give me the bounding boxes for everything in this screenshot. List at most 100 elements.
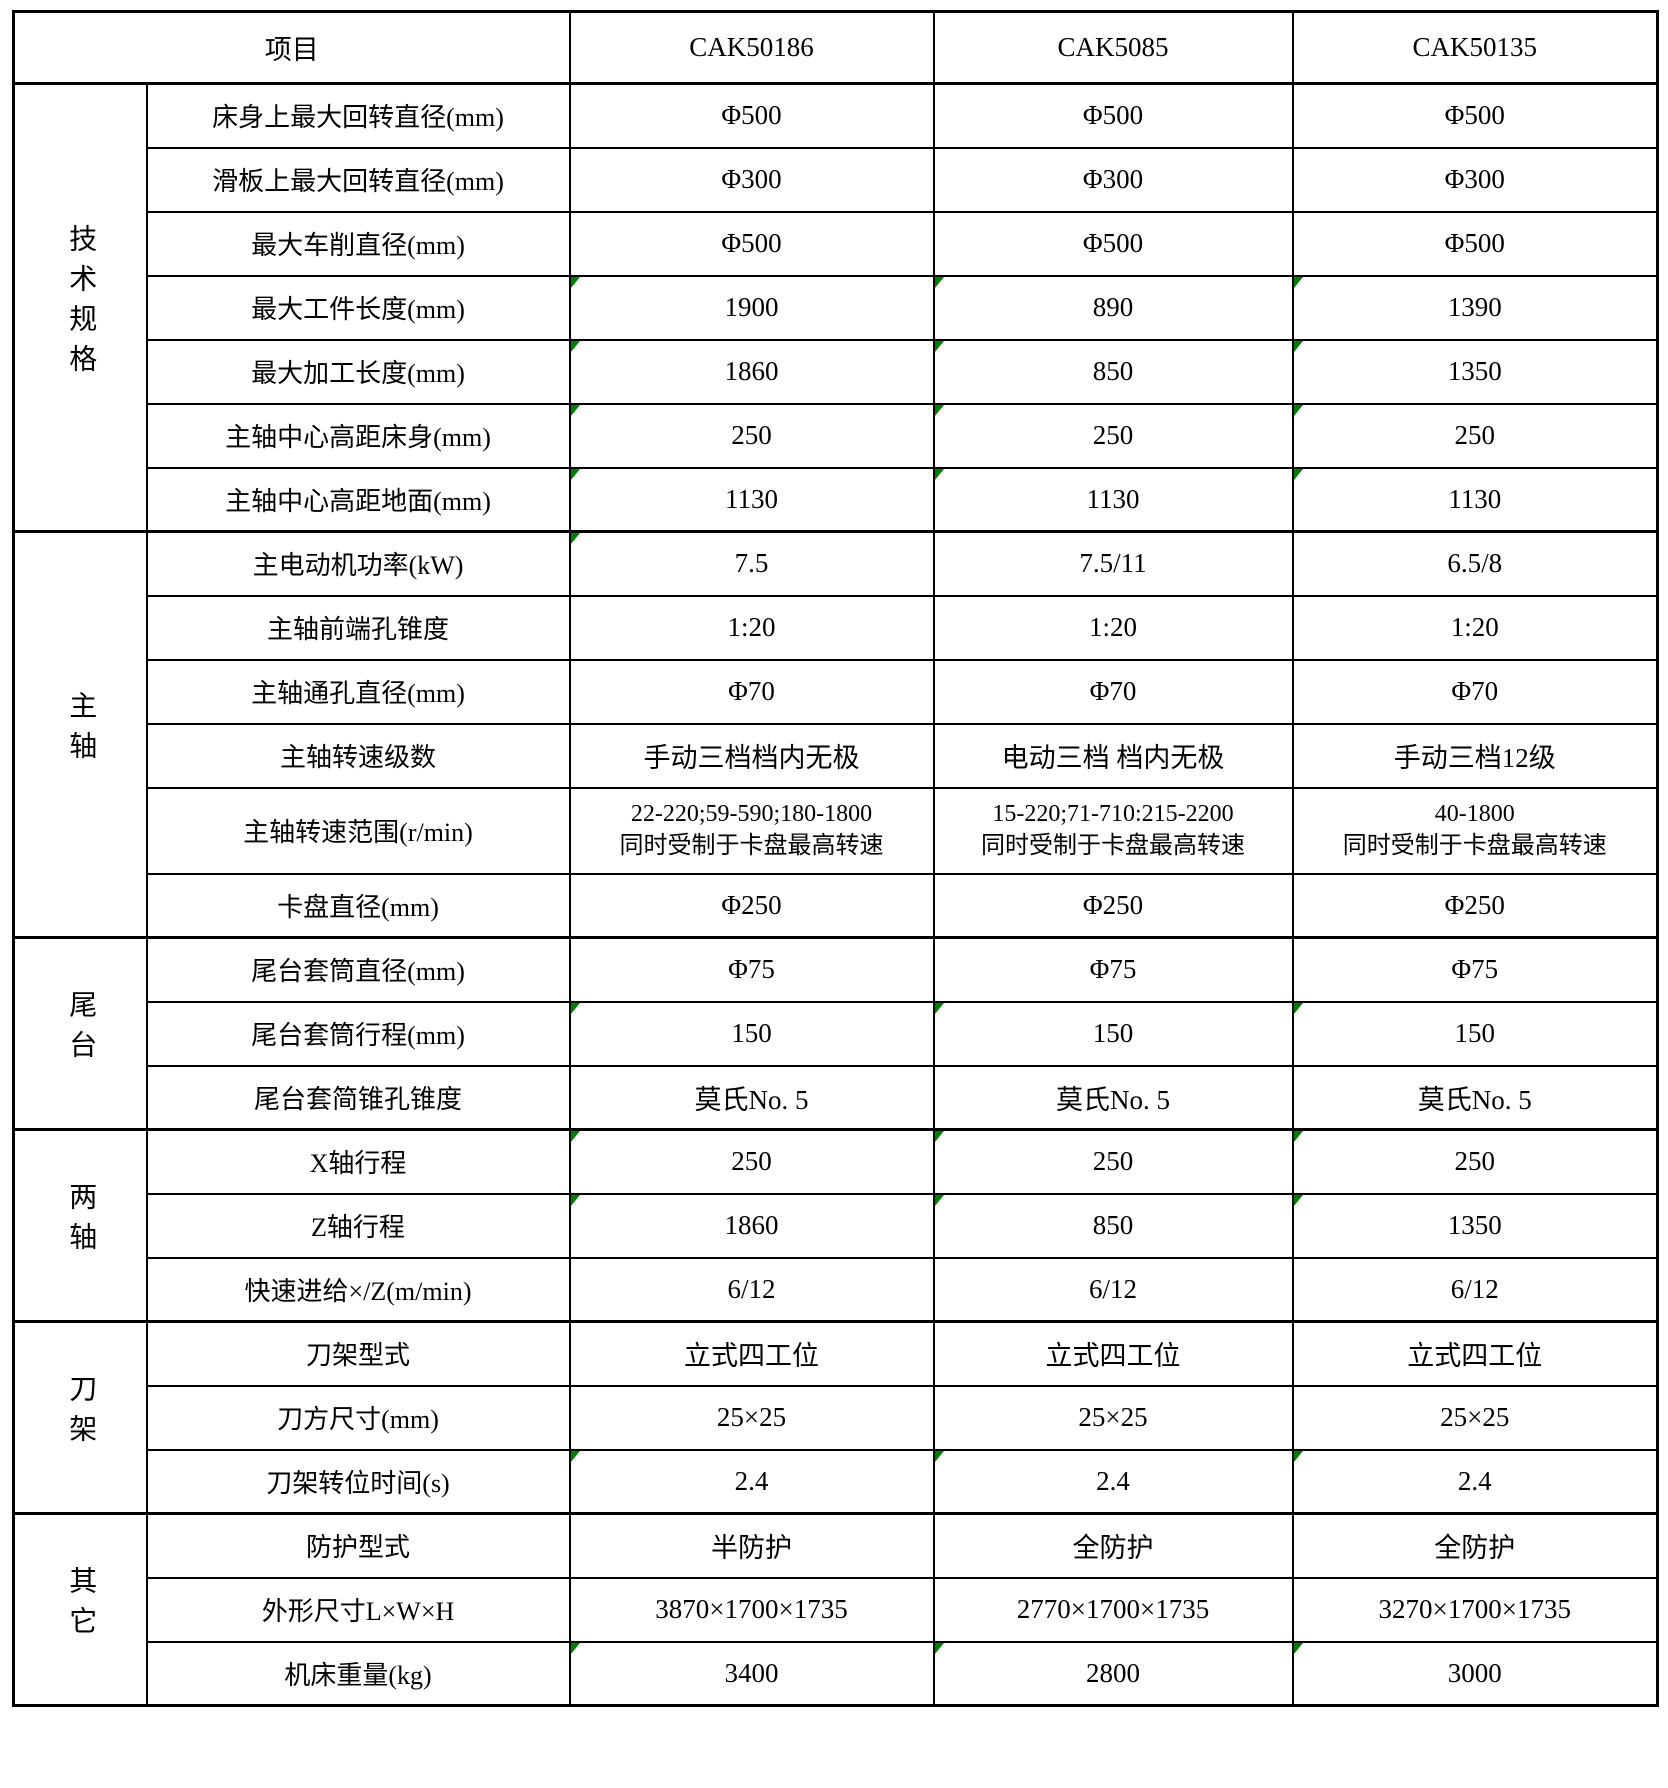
value-cell: 1130 (932, 466, 1294, 533)
cell-value: 250 (1092, 420, 1134, 450)
group-label: 其它 (65, 1565, 97, 1646)
cell-value: 3270×1700×1735 (1378, 1594, 1571, 1624)
cell-value: 2.4 (734, 1465, 769, 1496)
cell-value: 2.4 (1096, 1465, 1130, 1496)
comment-marker-icon (571, 1643, 580, 1654)
table-row: 刀方尺寸(mm) 25×25 25×25 25×25 (14, 1384, 1659, 1451)
cell-value: 立式四工位 (1407, 1341, 1543, 1372)
cell-value: 1390 (1447, 292, 1502, 322)
table-row: 主轴转速范围(r/min) 22-220;59-590;180-1800 同时受… (14, 786, 1659, 875)
comment-marker-icon (935, 1643, 944, 1654)
cell-value: 1:20 (1088, 612, 1137, 642)
comment-marker-icon (571, 1451, 580, 1462)
table-row: 最大车削直径(mm) Φ500 Φ500 Φ500 (14, 210, 1659, 277)
comment-marker-icon (571, 405, 580, 416)
row-label-cell: 最大加工长度(mm) (145, 338, 571, 405)
table-row: 技术规格 床身上最大回转直径(mm) Φ500 Φ500 Φ500 (12, 82, 1659, 533)
cell-value: Φ75 (1451, 954, 1499, 985)
value-cell: 3270×1700×1735 (1291, 1576, 1659, 1643)
cell-value: 1350 (1447, 1210, 1502, 1240)
cell-value: 电动三档 档内无极 (1001, 743, 1225, 773)
cell-value: 手动三档档内无极 (643, 743, 860, 773)
value-cell: 手动三档档内无极 (568, 722, 935, 789)
cell-value: Φ500 (1082, 228, 1144, 258)
row-label-cell: 滑板上最大回转直径(mm) (145, 146, 571, 213)
value-cell: 7.5 (568, 530, 935, 597)
cell-value: 2.4 (1457, 1465, 1492, 1496)
value-cell: 6/12 (1291, 1256, 1659, 1323)
cell-value: 150 (1454, 1018, 1496, 1048)
comment-marker-icon (1294, 1643, 1303, 1654)
table-row: 主轴 主电动机功率(kW) 7.5 7.5/11 6.5/8 (12, 530, 1659, 939)
cell-value: 1350 (1447, 356, 1502, 386)
value-cell: 1860 (568, 338, 935, 405)
header-item-cell: 项目 (12, 10, 571, 85)
group-label-cell: 两轴 (12, 1128, 148, 1323)
value-cell: 2770×1700×1735 (932, 1576, 1294, 1643)
table-row: 主轴中心高距地面(mm) 1130 1130 1130 (14, 466, 1659, 533)
table-row: 其它 防护型式 半防护 全防护 全防护 (12, 1512, 1659, 1707)
cell-value: 1:20 (1450, 612, 1499, 642)
row-label: 最大车削直径(mm) (251, 231, 465, 260)
row-label-cell: 最大工件长度(mm) (145, 274, 571, 341)
value-cell: Φ250 (932, 872, 1294, 939)
value-cell: 1130 (568, 466, 935, 533)
row-label-cell: 机床重量(kg) (145, 1640, 571, 1707)
row-label-cell: X轴行程 (145, 1128, 571, 1195)
group-label: 技术规格 (65, 223, 97, 384)
table-row: 主轴前端孔锥度 1:20 1:20 1:20 (14, 594, 1659, 661)
comment-marker-icon (1294, 1195, 1303, 1206)
row-label-cell: 主电动机功率(kW) (145, 530, 571, 597)
cell-value: 250 (731, 420, 772, 450)
cell-value: 22-220;59-590;180-1800 同时受制于卡盘最高转速 (619, 800, 884, 859)
value-cell: 6/12 (568, 1256, 935, 1323)
group-label: 主轴 (65, 690, 97, 771)
header-model-1: CAK50186 (689, 32, 814, 62)
cell-value: 立式四工位 (684, 1341, 819, 1372)
value-cell: 250 (932, 1128, 1294, 1195)
comment-marker-icon (1294, 277, 1303, 288)
comment-marker-icon (1294, 1451, 1303, 1462)
row-label-cell: 主轴通孔直径(mm) (145, 658, 571, 725)
header-model-3: CAK50135 (1412, 32, 1537, 62)
row-label: 尾台套筒直径(mm) (251, 957, 465, 987)
cell-value: Φ500 (721, 228, 782, 258)
row-label-cell: 刀架型式 (145, 1320, 571, 1387)
cell-value: 1130 (725, 483, 778, 514)
value-cell: 莫氏No. 5 (568, 1064, 935, 1131)
value-cell: Φ500 (1291, 82, 1659, 149)
cell-value: Φ300 (1444, 164, 1505, 194)
cell-value: 莫氏No. 5 (1056, 1084, 1170, 1115)
cell-value: 250 (1092, 1146, 1134, 1177)
table-row: 滑板上最大回转直径(mm) Φ300 Φ300 Φ300 (14, 146, 1659, 213)
comment-marker-icon (935, 469, 944, 480)
table-row: 最大加工长度(mm) 1860 850 1350 (14, 338, 1659, 405)
value-cell: 莫氏No. 5 (932, 1064, 1294, 1131)
comment-marker-icon (571, 1003, 580, 1014)
row-label-cell: 主轴前端孔锥度 (145, 594, 571, 661)
value-cell: 3400 (568, 1640, 935, 1707)
cell-value: Φ250 (721, 889, 782, 920)
row-label-cell: 刀方尺寸(mm) (145, 1384, 571, 1451)
cell-value: 手动三档12级 (1393, 743, 1556, 773)
row-label: 主电动机功率(kW) (252, 551, 464, 581)
cell-value: 890 (1092, 292, 1134, 322)
cell-value: 6/12 (1088, 1273, 1137, 1304)
comment-marker-icon (571, 534, 580, 544)
table-row: 尾台套简锥孔锥度 莫氏No. 5 莫氏No. 5 莫氏No. 5 (14, 1064, 1659, 1131)
table-row: 主轴转速级数 手动三档档内无极 电动三档 档内无极 手动三档12级 (14, 722, 1659, 789)
value-cell: 850 (932, 1192, 1294, 1259)
group-label: 两轴 (65, 1181, 97, 1262)
cell-value: 150 (1092, 1018, 1134, 1048)
row-label-cell: 床身上最大回转直径(mm) (145, 82, 571, 149)
cell-value: 2800 (1086, 1657, 1140, 1688)
cell-value: 2770×1700×1735 (1016, 1594, 1210, 1624)
row-label: 床身上最大回转直径(mm) (212, 103, 504, 133)
row-label: 防护型式 (305, 1533, 410, 1563)
comment-marker-icon (1294, 341, 1303, 352)
value-cell: 25×25 (1291, 1384, 1659, 1451)
value-cell: 250 (1291, 1128, 1659, 1195)
table-row: 主轴通孔直径(mm) Φ70 Φ70 Φ70 (14, 658, 1659, 725)
row-label: 尾台套筒行程(mm) (251, 1021, 465, 1050)
cell-value: 25×25 (1078, 1402, 1148, 1432)
